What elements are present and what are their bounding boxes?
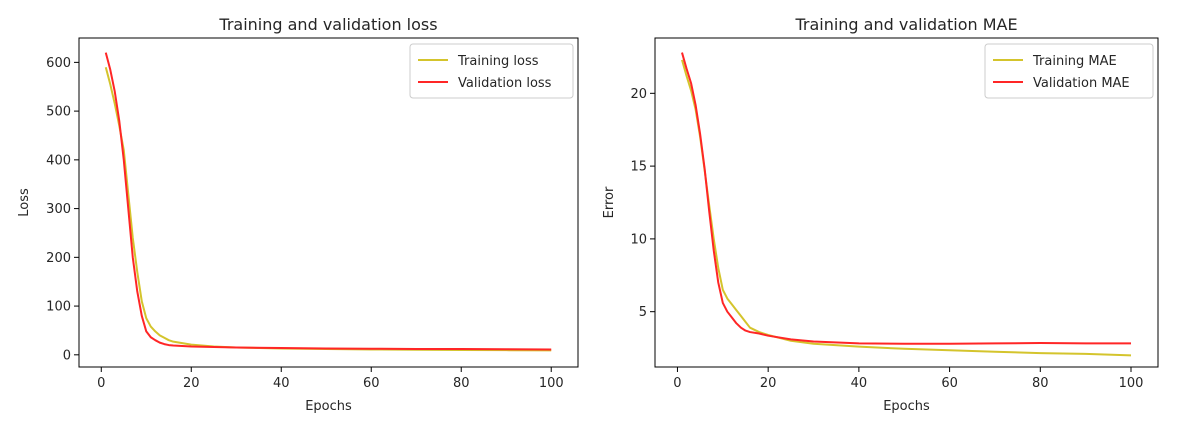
x-tick-label: 60 [363, 376, 380, 391]
y-tick-label: 200 [46, 251, 71, 266]
y-tick-label: 20 [630, 87, 647, 102]
y-tick-label: 500 [46, 105, 71, 120]
series-line-validation-loss [104, 52, 552, 351]
legend-box [409, 43, 574, 99]
chart-title: Training and validation loss [218, 15, 437, 34]
y-tick-label: 10 [630, 232, 647, 247]
y-tick-label: 400 [46, 153, 71, 168]
x-tick-label: 40 [273, 376, 290, 391]
legend-label: Validation loss [458, 76, 552, 91]
x-tick-label: 0 [97, 376, 105, 391]
y-tick-label: 15 [630, 160, 647, 175]
y-axis-label: Error [602, 186, 617, 218]
x-axis-label: Epochs [305, 399, 352, 414]
legend-label: Validation MAE [1033, 76, 1130, 91]
legend-label: Training MAE [1032, 54, 1117, 69]
plot-frame [78, 37, 579, 368]
x-tick-label: 40 [851, 376, 868, 391]
y-tick-label: 100 [46, 300, 71, 315]
x-tick-label: 60 [941, 376, 958, 391]
legend-label: Training loss [457, 54, 539, 69]
x-tick-label: 80 [453, 376, 470, 391]
x-axis-label: Epochs [883, 399, 930, 414]
y-tick-label: 5 [639, 305, 647, 320]
chart-panel-1: Training and validation loss 0 20 40 60 80 100… [17, 15, 579, 414]
series-line-validation-mae [681, 52, 1132, 345]
series-line-training-loss [104, 66, 552, 352]
chart-panel-2: Training and validation MAE 0 20 40 60 80 100 5… [602, 15, 1159, 414]
x-tick-label: 20 [760, 376, 777, 391]
legend: Training loss Validation loss [409, 43, 574, 99]
y-axis-label: Loss [17, 188, 32, 217]
x-tick-label: 0 [673, 376, 681, 391]
series-line-training-mae [681, 59, 1132, 357]
legend: Training MAE Validation MAE [984, 43, 1154, 99]
y-tick-label: 0 [63, 348, 71, 363]
x-tick-label: 20 [183, 376, 200, 391]
x-tick-label: 80 [1032, 376, 1049, 391]
y-tick-label: 300 [46, 202, 71, 217]
x-tick-label: 100 [1119, 376, 1144, 391]
legend-box [984, 43, 1154, 99]
x-tick-label: 100 [539, 376, 564, 391]
chart-title: Training and validation MAE [794, 15, 1017, 34]
plot-frame [654, 37, 1159, 368]
y-tick-label: 600 [46, 56, 71, 71]
